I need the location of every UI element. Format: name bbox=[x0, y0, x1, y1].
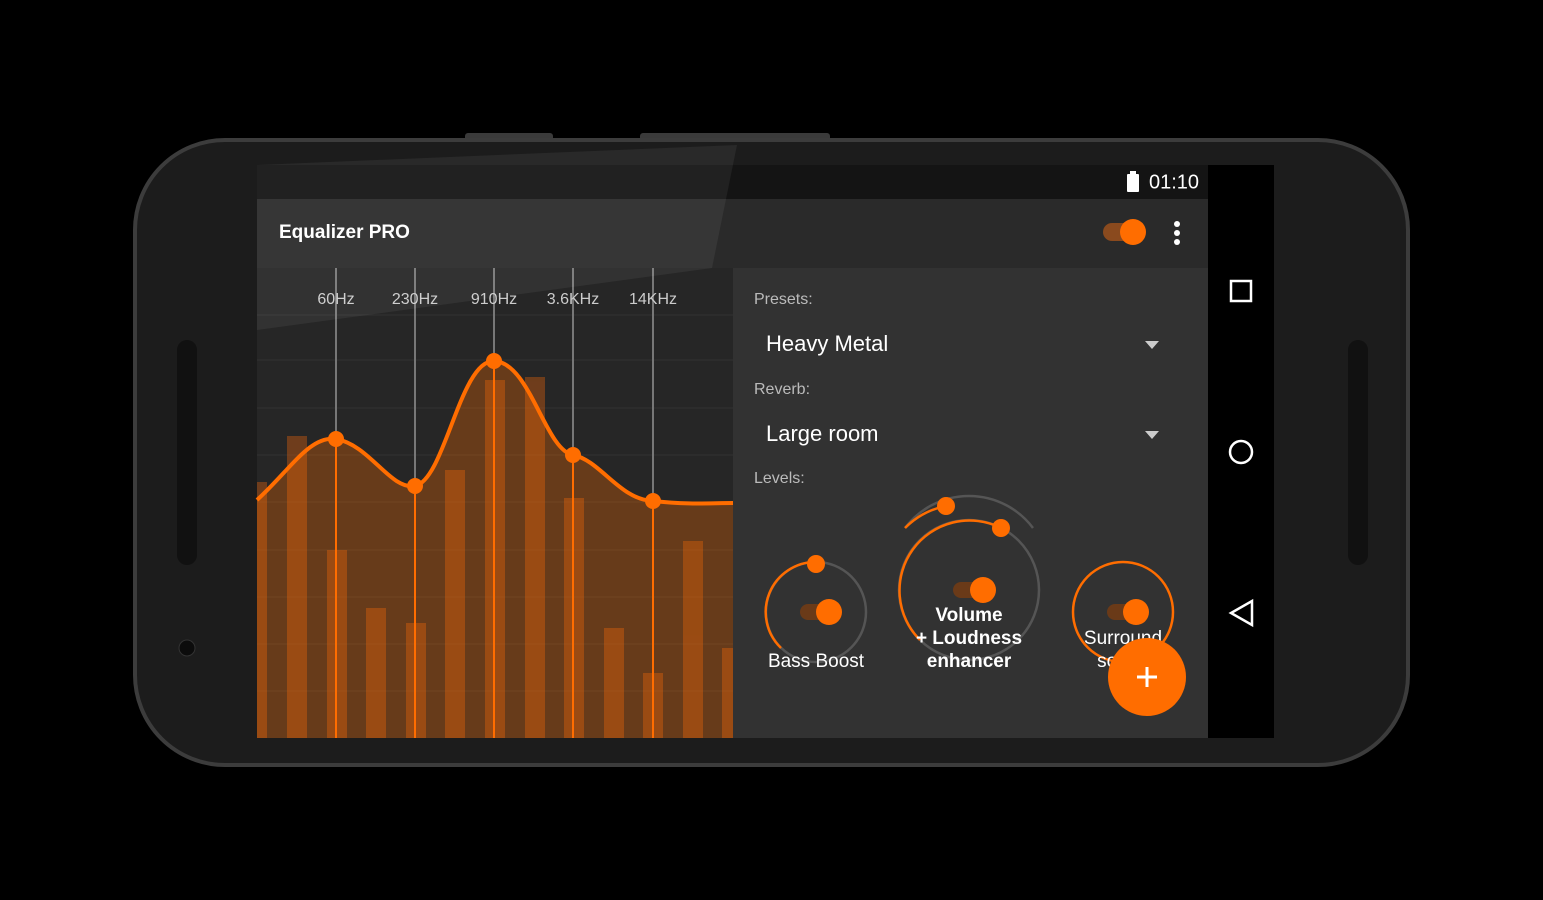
reverb-dropdown[interactable]: Large room bbox=[766, 421, 879, 446]
app-title: Equalizer PRO bbox=[279, 222, 410, 243]
levels-label: Levels: bbox=[754, 470, 805, 487]
band-label: 910Hz bbox=[471, 291, 517, 308]
fab-icon[interactable] bbox=[1137, 667, 1157, 687]
nav-bar bbox=[1208, 199, 1274, 738]
back-button[interactable] bbox=[1228, 598, 1254, 628]
recents-button[interactable] bbox=[1229, 279, 1253, 303]
band-label: 230Hz bbox=[392, 291, 438, 308]
band-label: 14KHz bbox=[629, 291, 677, 308]
status-bar bbox=[257, 165, 1208, 199]
speaker bbox=[1348, 340, 1368, 565]
band-sliders[interactable] bbox=[335, 268, 654, 738]
knob-label: enhancer bbox=[927, 651, 1012, 672]
band-label: 3.6KHz bbox=[547, 291, 599, 308]
knob-bass[interactable] bbox=[764, 555, 868, 664]
presets-label: Presets: bbox=[754, 291, 813, 308]
camera bbox=[178, 639, 196, 657]
power-toggle-knob[interactable] bbox=[1120, 219, 1146, 245]
knob-label: + Loudness bbox=[916, 628, 1022, 649]
overflow-menu[interactable] bbox=[1174, 221, 1180, 245]
spectrum-bars bbox=[257, 377, 733, 738]
band-handles[interactable] bbox=[328, 353, 661, 509]
knob-label: Bass Boost bbox=[768, 651, 865, 672]
battery-icon bbox=[1127, 174, 1139, 192]
clock: 01:10 bbox=[1149, 171, 1199, 193]
dropdown-arrow[interactable] bbox=[1145, 341, 1159, 349]
knob-volume[interactable] bbox=[897, 494, 1041, 662]
preset-dropdown[interactable]: Heavy Metal bbox=[766, 331, 888, 356]
app-bar bbox=[257, 199, 1208, 268]
knob-label: Volume bbox=[935, 605, 1002, 626]
dropdown-arrow[interactable] bbox=[1145, 431, 1159, 439]
glare bbox=[257, 145, 737, 330]
battery-icon bbox=[1130, 171, 1136, 175]
speaker bbox=[177, 340, 197, 565]
band-labels: 60Hz 230Hz 910Hz 3.6KHz 14KHz bbox=[317, 291, 677, 308]
reverb-label: Reverb: bbox=[754, 381, 810, 398]
band-label: 60Hz bbox=[317, 291, 354, 308]
home-button[interactable] bbox=[1228, 439, 1254, 465]
